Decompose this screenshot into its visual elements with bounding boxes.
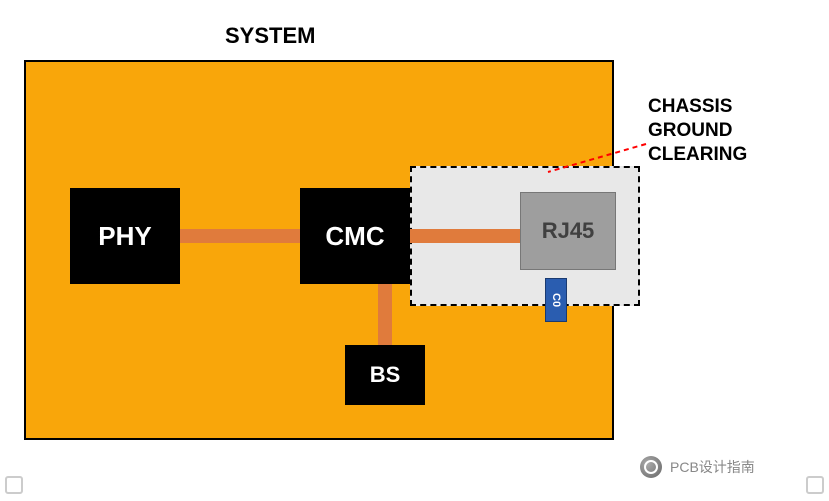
block-phy: PHY <box>70 188 180 284</box>
block-cmc: CMC <box>300 188 410 284</box>
block-rj45: RJ45 <box>520 192 616 270</box>
trace-cmc-rj45 <box>410 229 520 243</box>
watermark-icon <box>640 456 662 478</box>
capacitor-label: C0 <box>550 293 562 307</box>
trace-cmc-bs <box>378 284 392 345</box>
block-cmc-label: CMC <box>325 221 384 252</box>
corner-bottom-right <box>806 476 824 494</box>
block-bs-label: BS <box>370 362 401 388</box>
trace-phy-cmc <box>180 229 300 243</box>
annotation-text: CHASSIS GROUND CLEARING <box>648 95 747 166</box>
block-phy-label: PHY <box>98 221 151 252</box>
watermark: PCB设计指南 <box>640 456 755 478</box>
corner-bottom-left <box>5 476 23 494</box>
block-bs: BS <box>345 345 425 405</box>
watermark-text: PCB设计指南 <box>670 457 755 477</box>
diagram-title: SYSTEM <box>225 23 315 49</box>
block-rj45-label: RJ45 <box>542 218 595 244</box>
capacitor-c0: C0 <box>545 278 567 322</box>
